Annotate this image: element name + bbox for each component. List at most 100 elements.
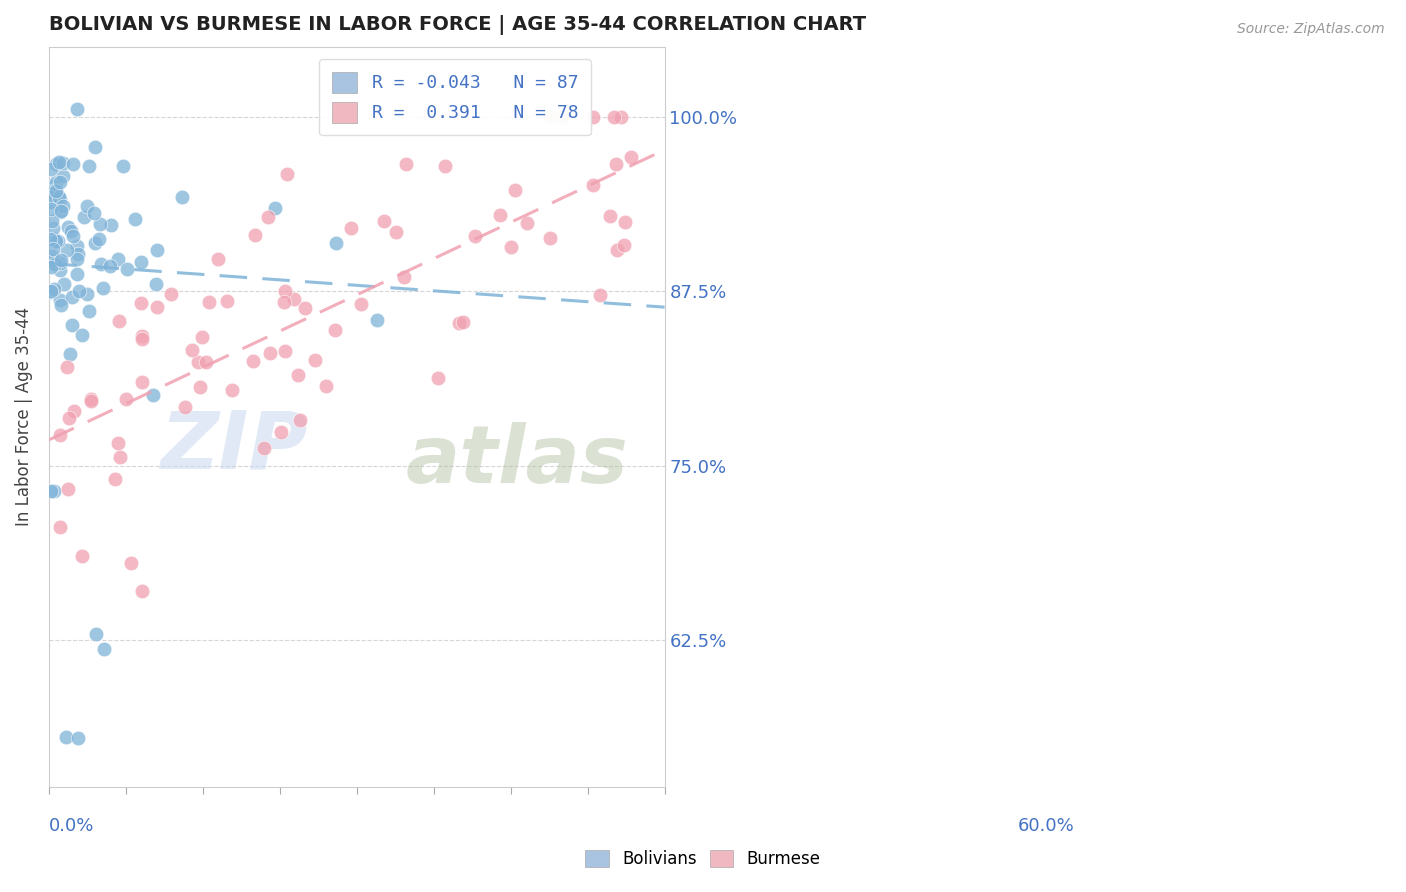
Point — [39, 484, 62, 499]
Point — [93, 641, 115, 656]
Point — [373, 214, 395, 228]
Point — [39, 232, 62, 246]
Legend: Bolivians, Burmese: Bolivians, Burmese — [579, 843, 827, 875]
Point — [107, 436, 129, 450]
Text: Source: ZipAtlas.com: Source: ZipAtlas.com — [1237, 22, 1385, 37]
Point — [159, 287, 181, 301]
Point — [489, 208, 512, 222]
Point — [499, 240, 522, 254]
Point — [589, 287, 612, 301]
Point — [145, 300, 167, 314]
Point — [610, 110, 633, 124]
Point — [46, 235, 69, 249]
Point — [131, 584, 153, 599]
Point — [620, 150, 643, 164]
Point — [274, 344, 297, 359]
Point — [605, 157, 627, 171]
Point — [195, 355, 218, 369]
Point — [41, 260, 63, 275]
Point — [51, 156, 73, 170]
Point — [581, 110, 603, 124]
Point — [45, 185, 67, 199]
Point — [449, 316, 471, 330]
Point — [131, 332, 153, 346]
Point — [66, 102, 89, 116]
Point — [41, 284, 63, 298]
Point — [45, 175, 67, 189]
Point — [129, 296, 152, 310]
Point — [283, 292, 305, 306]
Point — [66, 731, 89, 745]
Point — [325, 235, 347, 250]
Point — [104, 472, 127, 486]
Point — [42, 257, 65, 271]
Point — [145, 277, 167, 291]
Point — [49, 263, 72, 277]
Point — [503, 183, 526, 197]
Point — [111, 159, 134, 173]
Point — [124, 211, 146, 226]
Point — [259, 346, 281, 360]
Text: BOLIVIAN VS BURMESE IN LABOR FORCE | AGE 35-44 CORRELATION CHART: BOLIVIAN VS BURMESE IN LABOR FORCE | AGE… — [49, 15, 866, 35]
Point — [274, 284, 297, 298]
Point — [49, 204, 72, 219]
Point — [62, 228, 84, 243]
Point — [48, 155, 70, 169]
Point — [83, 235, 105, 250]
Point — [91, 281, 114, 295]
Point — [45, 234, 67, 248]
Point — [60, 290, 83, 304]
Point — [65, 252, 87, 266]
Point — [72, 328, 94, 343]
Point — [257, 211, 280, 225]
Point — [52, 199, 75, 213]
Point — [110, 450, 132, 465]
Point — [49, 293, 72, 308]
Point — [287, 368, 309, 383]
Point — [538, 110, 561, 124]
Point — [243, 228, 266, 243]
Point — [39, 202, 62, 216]
Point — [56, 359, 79, 374]
Point — [173, 400, 195, 414]
Point — [242, 353, 264, 368]
Point — [41, 214, 63, 228]
Point — [42, 282, 65, 296]
Y-axis label: In Labor Force | Age 35-44: In Labor Force | Age 35-44 — [15, 307, 32, 526]
Point — [263, 202, 285, 216]
Point — [273, 295, 295, 310]
Point — [350, 297, 373, 311]
Point — [44, 183, 66, 197]
Point — [120, 557, 142, 571]
Point — [395, 157, 418, 171]
Text: ZIP: ZIP — [160, 408, 308, 485]
Point — [538, 231, 561, 245]
Point — [83, 206, 105, 220]
Point — [582, 178, 605, 193]
Text: 0.0%: 0.0% — [49, 816, 94, 835]
Point — [76, 199, 98, 213]
Point — [453, 315, 475, 329]
Point — [172, 190, 194, 204]
Point — [340, 220, 363, 235]
Point — [44, 178, 66, 193]
Point — [433, 159, 456, 173]
Point — [41, 249, 63, 263]
Point — [146, 244, 169, 258]
Point — [304, 352, 326, 367]
Point — [253, 441, 276, 455]
Point — [187, 355, 209, 369]
Point — [49, 255, 72, 269]
Point — [613, 215, 636, 229]
Point — [79, 392, 101, 406]
Point — [84, 627, 107, 641]
Point — [107, 314, 129, 328]
Point — [76, 286, 98, 301]
Point — [44, 253, 66, 268]
Legend: R = -0.043   N = 87, R =  0.391   N = 78: R = -0.043 N = 87, R = 0.391 N = 78 — [319, 60, 591, 136]
Point — [221, 383, 243, 397]
Point — [392, 269, 415, 284]
Point — [323, 322, 346, 336]
Point — [48, 190, 70, 204]
Point — [190, 330, 212, 344]
